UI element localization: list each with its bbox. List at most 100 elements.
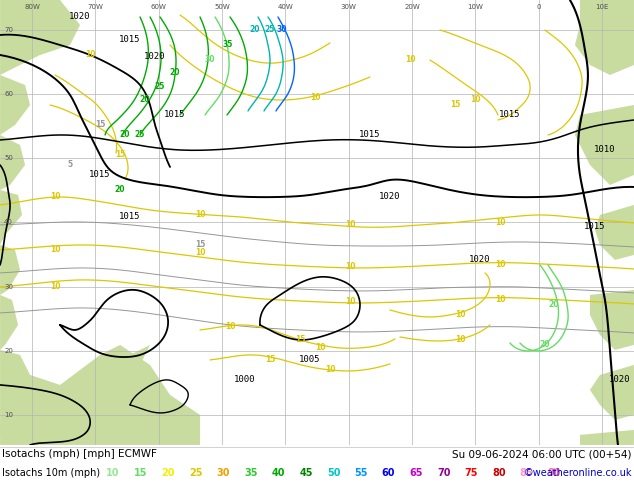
Text: 70: 70 bbox=[4, 27, 13, 33]
Polygon shape bbox=[575, 0, 634, 75]
Text: 40: 40 bbox=[4, 220, 13, 225]
Text: 20: 20 bbox=[170, 69, 180, 77]
Polygon shape bbox=[590, 365, 634, 420]
Text: 30: 30 bbox=[4, 284, 13, 290]
Text: 60: 60 bbox=[382, 468, 396, 478]
Text: 15: 15 bbox=[195, 241, 205, 249]
Polygon shape bbox=[0, 190, 22, 245]
Text: 15: 15 bbox=[95, 121, 105, 129]
Text: 1020: 1020 bbox=[469, 255, 491, 265]
Text: 10: 10 bbox=[345, 297, 355, 306]
Text: Isotachs 10m (mph): Isotachs 10m (mph) bbox=[2, 468, 100, 478]
Text: 60W: 60W bbox=[151, 4, 167, 10]
Text: 5: 5 bbox=[67, 160, 73, 170]
Text: 10: 10 bbox=[310, 94, 320, 102]
Text: 1015: 1015 bbox=[89, 171, 111, 179]
Text: 55: 55 bbox=[354, 468, 368, 478]
Polygon shape bbox=[0, 0, 80, 75]
Text: 10: 10 bbox=[455, 336, 465, 344]
Text: 10: 10 bbox=[495, 295, 505, 304]
Text: 10: 10 bbox=[345, 220, 355, 229]
Text: 20W: 20W bbox=[404, 4, 420, 10]
Text: 10: 10 bbox=[404, 55, 415, 65]
Polygon shape bbox=[590, 290, 634, 350]
Text: 25: 25 bbox=[189, 468, 202, 478]
Text: 10: 10 bbox=[225, 322, 235, 331]
Text: 50: 50 bbox=[4, 155, 13, 161]
Text: 10: 10 bbox=[4, 412, 13, 418]
Text: 10: 10 bbox=[50, 193, 60, 201]
Polygon shape bbox=[595, 205, 634, 260]
Text: 35: 35 bbox=[223, 41, 233, 49]
Text: 10: 10 bbox=[470, 96, 480, 104]
Text: 80W: 80W bbox=[24, 4, 40, 10]
Text: 15: 15 bbox=[134, 468, 147, 478]
Text: 75: 75 bbox=[465, 468, 478, 478]
Polygon shape bbox=[575, 105, 634, 185]
Text: Isotachs (mph) [mph] ECMWF: Isotachs (mph) [mph] ECMWF bbox=[2, 449, 157, 459]
Text: 10E: 10E bbox=[595, 4, 609, 10]
Text: 25: 25 bbox=[155, 82, 165, 92]
Text: 80: 80 bbox=[492, 468, 506, 478]
Text: 20: 20 bbox=[120, 130, 130, 140]
Text: 20: 20 bbox=[162, 468, 175, 478]
Text: 20: 20 bbox=[548, 300, 559, 310]
Polygon shape bbox=[0, 75, 30, 135]
Polygon shape bbox=[0, 345, 200, 445]
Text: 50W: 50W bbox=[214, 4, 230, 10]
Text: 30: 30 bbox=[205, 55, 216, 65]
Text: 40W: 40W bbox=[278, 4, 293, 10]
Text: 20: 20 bbox=[250, 25, 261, 34]
Text: 15: 15 bbox=[450, 100, 460, 109]
Polygon shape bbox=[0, 350, 80, 445]
Text: 10: 10 bbox=[314, 343, 325, 352]
Text: 10: 10 bbox=[50, 282, 60, 292]
Text: 10: 10 bbox=[195, 211, 205, 220]
Text: 10: 10 bbox=[495, 261, 505, 270]
Text: 1020: 1020 bbox=[145, 52, 165, 61]
Text: 10: 10 bbox=[50, 245, 60, 254]
Text: 1010: 1010 bbox=[594, 146, 616, 154]
Text: 85: 85 bbox=[520, 468, 533, 478]
Text: 10: 10 bbox=[107, 468, 120, 478]
Text: 10: 10 bbox=[455, 311, 465, 319]
Text: 20: 20 bbox=[4, 348, 13, 354]
Text: 1015: 1015 bbox=[164, 110, 186, 120]
Text: 10: 10 bbox=[195, 248, 205, 257]
Text: 15: 15 bbox=[295, 336, 305, 344]
Text: 10W: 10W bbox=[467, 4, 483, 10]
Text: 1015: 1015 bbox=[584, 222, 605, 231]
Text: 40: 40 bbox=[271, 468, 285, 478]
Text: 25: 25 bbox=[265, 25, 275, 34]
Polygon shape bbox=[580, 430, 634, 445]
Text: 20: 20 bbox=[139, 96, 150, 104]
Text: 65: 65 bbox=[410, 468, 423, 478]
Text: 1020: 1020 bbox=[69, 13, 91, 22]
Text: 1020: 1020 bbox=[379, 193, 401, 201]
Text: 10: 10 bbox=[345, 263, 355, 271]
Text: 10: 10 bbox=[495, 219, 505, 227]
Text: 10: 10 bbox=[85, 50, 95, 59]
Text: 30W: 30W bbox=[340, 4, 356, 10]
Text: 30: 30 bbox=[216, 468, 230, 478]
Text: 10: 10 bbox=[325, 366, 335, 374]
Text: 1015: 1015 bbox=[499, 110, 521, 120]
Text: 50: 50 bbox=[327, 468, 340, 478]
Text: 35: 35 bbox=[244, 468, 257, 478]
Text: 45: 45 bbox=[299, 468, 313, 478]
Text: 15: 15 bbox=[115, 150, 126, 159]
Text: 70W: 70W bbox=[87, 4, 103, 10]
Text: 15: 15 bbox=[265, 355, 275, 365]
Text: 1015: 1015 bbox=[359, 130, 381, 140]
Text: 60: 60 bbox=[4, 91, 13, 97]
Text: 20: 20 bbox=[540, 341, 550, 349]
Text: 70: 70 bbox=[437, 468, 451, 478]
Text: 90: 90 bbox=[547, 468, 560, 478]
Text: ©weatheronline.co.uk: ©weatheronline.co.uk bbox=[524, 468, 632, 478]
Text: 1000: 1000 bbox=[234, 375, 256, 385]
Polygon shape bbox=[0, 295, 18, 350]
Polygon shape bbox=[0, 245, 20, 295]
Text: 1005: 1005 bbox=[299, 355, 321, 365]
Polygon shape bbox=[0, 135, 25, 190]
Polygon shape bbox=[80, 345, 150, 395]
